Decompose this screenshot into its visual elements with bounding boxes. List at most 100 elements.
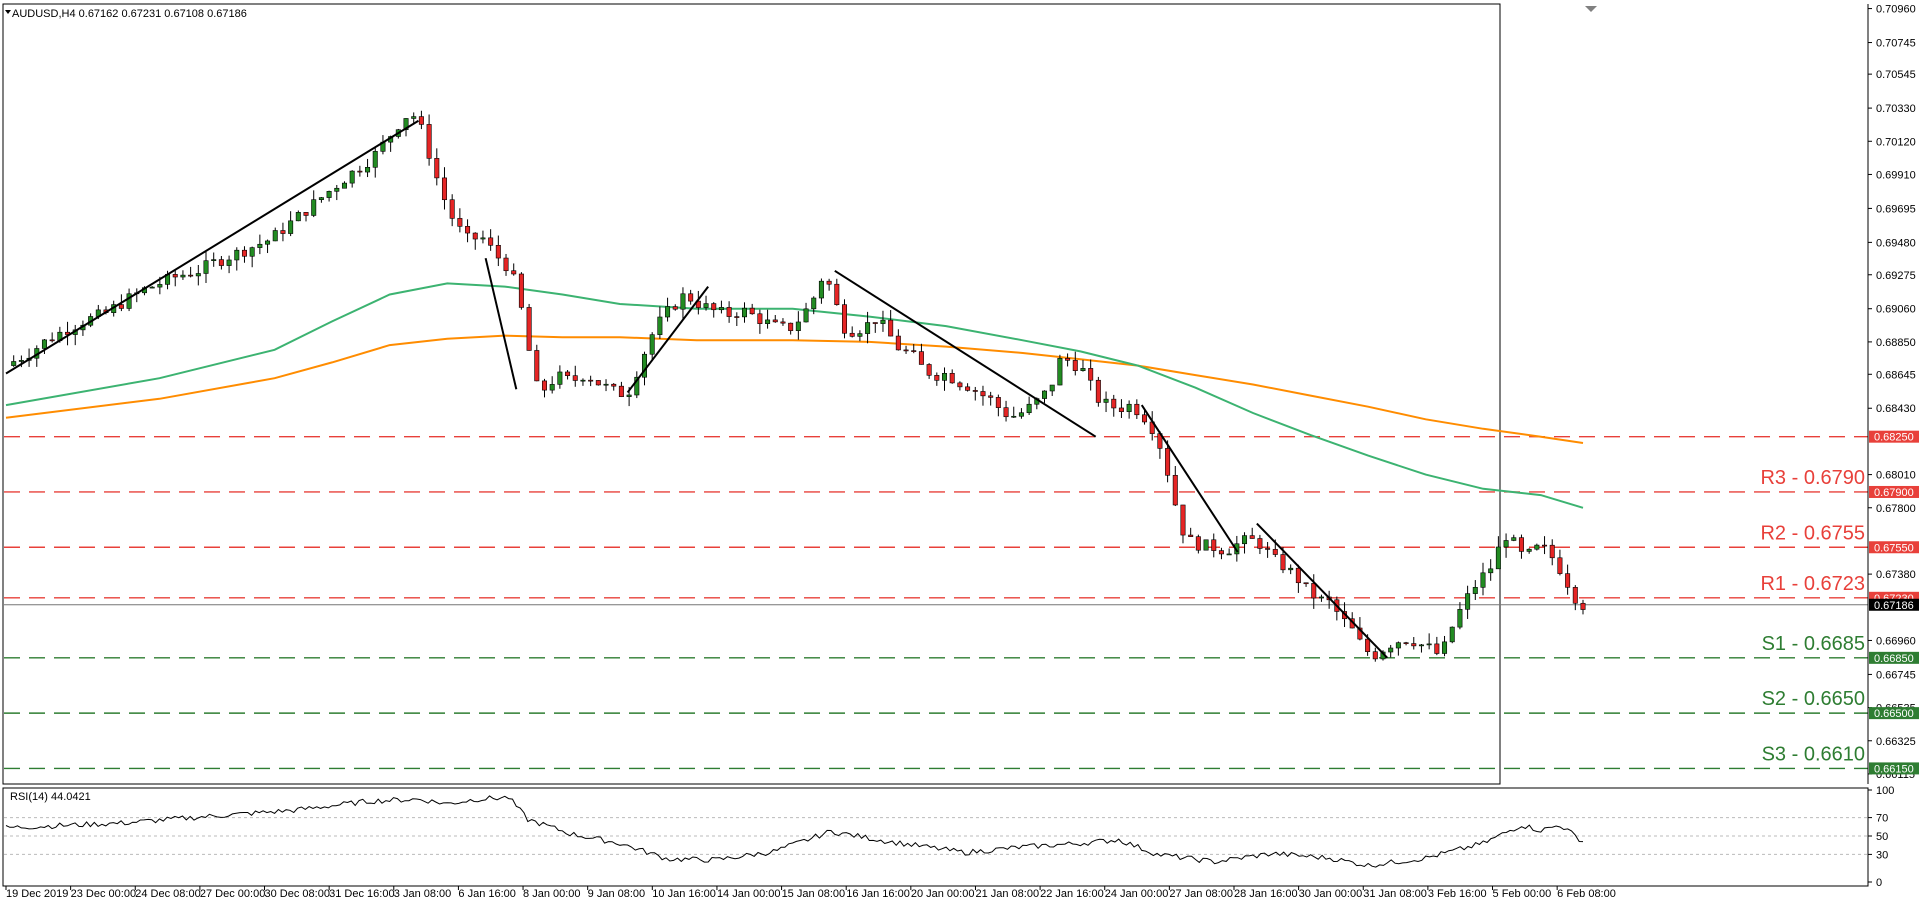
candle-body xyxy=(1018,412,1024,417)
candle xyxy=(718,300,724,314)
candle-body xyxy=(218,259,224,266)
time-tick-label: 14 Jan 00:00 xyxy=(717,888,781,900)
candle xyxy=(1218,547,1224,560)
level-tag-text: 0.67900 xyxy=(1874,487,1914,499)
candle xyxy=(180,270,186,280)
candle xyxy=(457,208,463,233)
candle-body xyxy=(118,304,124,309)
candle-body xyxy=(1080,368,1086,371)
candle xyxy=(965,383,971,392)
time-tick-label: 8 Jan 00:00 xyxy=(523,888,581,900)
level-tag-bg xyxy=(1869,762,1919,775)
candle xyxy=(657,306,663,339)
candle xyxy=(1303,582,1309,587)
candle xyxy=(195,264,201,286)
time-tick-label: 15 Jan 08:00 xyxy=(782,888,846,900)
time-tick-label: 5 Feb 00:00 xyxy=(1493,888,1552,900)
candle-body xyxy=(1142,414,1148,423)
candle xyxy=(1442,635,1448,657)
candle-body xyxy=(580,379,586,382)
candle xyxy=(1249,527,1255,539)
level-labels: R3 - 0.6790 R2 - 0.6755 R1 - 0.6723 S1 - 0.… xyxy=(1760,467,1865,765)
candle xyxy=(1118,399,1124,419)
candle xyxy=(272,227,278,242)
time-tick-label: 30 Jan 00:00 xyxy=(1299,888,1363,900)
candle xyxy=(857,330,863,342)
candle-body xyxy=(772,319,778,323)
candle-body xyxy=(441,177,447,201)
time-tick-label: 20 Jan 00:00 xyxy=(911,888,975,900)
candle-body xyxy=(857,333,863,337)
candle xyxy=(441,167,447,210)
ma-fast-line xyxy=(5,282,1584,509)
price-tick-label: 0.70330 xyxy=(1876,103,1916,115)
candle xyxy=(541,378,547,398)
candle-body xyxy=(249,247,255,257)
candle-body xyxy=(1118,407,1124,412)
rsi-tick-label: 70 xyxy=(1876,813,1888,825)
trendline xyxy=(5,119,419,375)
candle-body xyxy=(1218,550,1224,555)
candle xyxy=(318,197,324,203)
candle-body xyxy=(195,273,201,277)
candle xyxy=(1111,394,1117,417)
candle xyxy=(1126,400,1132,419)
candle xyxy=(934,372,940,386)
candle-body xyxy=(265,240,271,245)
candle-body xyxy=(895,335,901,351)
level-tag-bg xyxy=(1869,485,1919,498)
candle xyxy=(503,253,509,276)
price-tick-label: 0.66325 xyxy=(1876,736,1916,748)
candle xyxy=(995,394,1001,417)
candle xyxy=(1580,599,1586,615)
candle-body xyxy=(565,371,571,376)
level-tag-bg xyxy=(1869,541,1919,554)
candle-body xyxy=(1388,647,1394,653)
candle-body xyxy=(680,293,686,310)
candle-body xyxy=(365,166,371,173)
candle-body xyxy=(357,170,363,173)
candle xyxy=(980,385,986,406)
candle xyxy=(303,212,309,222)
time-tick-label: 22 Jan 16:00 xyxy=(1040,888,1104,900)
candle-body xyxy=(557,371,563,385)
candle-body xyxy=(765,319,771,324)
candle xyxy=(611,383,617,391)
candle xyxy=(572,365,578,387)
rsi-tick-label: 30 xyxy=(1876,849,1888,861)
level-price-tag: 0.66150 xyxy=(1869,762,1919,775)
candle-body xyxy=(226,259,232,266)
candle-body xyxy=(1526,548,1532,552)
candle xyxy=(518,272,524,310)
candle-body xyxy=(541,380,547,391)
level-tag-text: 0.68250 xyxy=(1874,432,1914,444)
candle-body xyxy=(1426,643,1432,646)
candle xyxy=(1565,564,1571,595)
candle-body xyxy=(1565,573,1571,588)
collapse-arrow-icon[interactable] xyxy=(1585,6,1597,12)
candle-body xyxy=(888,319,894,337)
candle-body xyxy=(534,350,540,382)
price-tags: 0.682500.679000.675500.672300.668500.665… xyxy=(1869,430,1919,775)
candle xyxy=(449,194,455,227)
candle xyxy=(257,234,263,255)
header-dropdown-icon[interactable] xyxy=(5,10,11,14)
candle-body xyxy=(1434,643,1440,654)
candle-body xyxy=(1511,537,1517,541)
level-lines xyxy=(4,435,1868,770)
chart-header: AUDUSD,H4 0.67162 0.67231 0.67108 0.6718… xyxy=(12,8,247,20)
current-tag-text: 0.67186 xyxy=(1874,600,1914,612)
candle-body xyxy=(788,322,794,331)
candle-body xyxy=(1403,642,1409,644)
candle xyxy=(557,365,563,389)
candle-body xyxy=(726,307,732,317)
price-tick-label: 0.70745 xyxy=(1876,38,1916,50)
candle-body xyxy=(834,283,840,305)
candle xyxy=(1288,564,1294,575)
candle xyxy=(1480,562,1486,596)
price-tick-label: 0.70120 xyxy=(1876,136,1916,148)
candle-body xyxy=(518,273,524,308)
level-tag-bg xyxy=(1869,651,1919,664)
candle-body xyxy=(241,249,247,257)
candle xyxy=(888,310,894,337)
